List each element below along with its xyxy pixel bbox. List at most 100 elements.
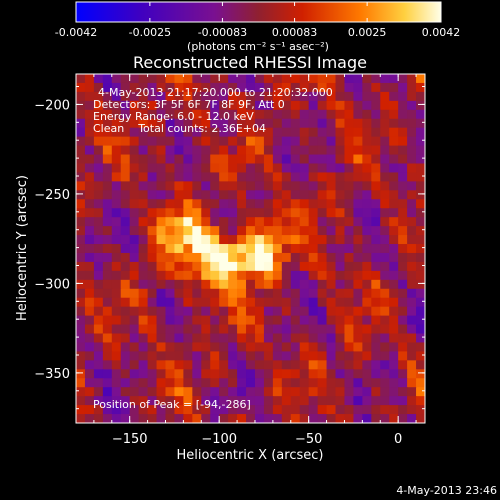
heatmap-cell <box>156 261 167 272</box>
heatmap-cell <box>335 288 346 299</box>
heatmap-cell <box>344 109 355 120</box>
heatmap-cell <box>228 118 238 129</box>
heatmap-cell <box>237 100 247 111</box>
heatmap-cell <box>156 306 167 317</box>
heatmap-cell <box>263 396 274 406</box>
heatmap-cell <box>246 252 256 263</box>
heatmap-cell <box>76 82 86 93</box>
heatmap-cell <box>254 396 265 406</box>
heatmap-cell <box>120 109 131 120</box>
heatmap-cell <box>317 405 328 415</box>
heatmap-cell <box>76 74 86 84</box>
heatmap-cell <box>111 181 122 191</box>
heatmap-cell <box>120 279 131 290</box>
heatmap-cell <box>174 378 184 388</box>
heatmap-cell <box>237 190 247 200</box>
heatmap-cell <box>398 297 408 308</box>
heatmap-cell <box>111 118 122 129</box>
heatmap-cell <box>362 288 372 299</box>
heatmap-cell <box>254 324 265 335</box>
heatmap-cell <box>335 351 346 361</box>
heatmap-cell <box>165 109 176 120</box>
heatmap-cell <box>326 279 337 290</box>
heatmap-cell <box>120 252 131 263</box>
heatmap-cell <box>93 324 104 335</box>
heatmap-cell <box>201 315 211 326</box>
heatmap-cell <box>407 190 417 200</box>
heatmap-cell <box>326 118 337 129</box>
heatmap-cell <box>254 387 265 397</box>
x-tick-label: −50 <box>295 432 322 447</box>
heatmap-cell <box>380 270 390 281</box>
heatmap-cell <box>246 199 256 209</box>
heatmap-cell <box>165 351 176 361</box>
heatmap-cell <box>344 145 355 156</box>
heatmap-cell <box>210 163 220 174</box>
heatmap-cell <box>308 217 319 227</box>
heatmap-cell <box>228 91 238 102</box>
heatmap-cell <box>272 208 283 218</box>
heatmap-cell <box>156 405 167 415</box>
heatmap-cell <box>183 261 193 272</box>
heatmap-cell <box>228 369 238 379</box>
heatmap-cell <box>299 74 310 84</box>
heatmap-cell <box>353 91 363 102</box>
heatmap-cell <box>308 288 319 299</box>
heatmap-cell <box>290 118 301 129</box>
heatmap-cell <box>93 190 104 200</box>
heatmap-cell <box>76 324 86 335</box>
heatmap-cell <box>326 252 337 263</box>
heatmap-cell <box>299 315 310 326</box>
heatmap-cell <box>290 297 301 308</box>
heatmap-cell <box>353 109 363 120</box>
heatmap-cell <box>84 342 95 353</box>
heatmap-cell <box>246 208 256 218</box>
heatmap-cell <box>272 199 283 209</box>
heatmap-cell <box>237 324 247 335</box>
heatmap-cell <box>138 297 149 308</box>
heatmap-cell <box>371 405 381 415</box>
heatmap-cell <box>120 261 131 272</box>
heatmap-cell <box>102 100 113 111</box>
heatmap-cell <box>210 127 220 138</box>
heatmap-cell <box>165 136 176 147</box>
heatmap-cell <box>246 342 256 353</box>
heatmap-cell <box>183 288 193 299</box>
heatmap-cell <box>353 82 363 93</box>
heatmap-cell <box>237 118 247 129</box>
heatmap-cell <box>93 199 104 209</box>
heatmap-cell <box>76 414 86 423</box>
heatmap-cell <box>272 74 283 84</box>
heatmap-cell <box>201 118 211 129</box>
heatmap-cell <box>147 199 158 209</box>
heatmap-cell <box>219 127 229 138</box>
heatmap-cell <box>362 315 372 326</box>
heatmap-cell <box>102 91 113 102</box>
heatmap-cell <box>362 190 372 200</box>
heatmap-cell <box>335 333 346 344</box>
heatmap-cell <box>389 378 399 388</box>
heatmap-cell <box>129 181 140 191</box>
heatmap-cell <box>299 217 310 227</box>
heatmap-cell <box>380 235 390 245</box>
heatmap-cell <box>335 181 346 191</box>
heatmap-cell <box>407 181 417 191</box>
heatmap-cell <box>219 333 229 344</box>
heatmap-cell <box>407 306 417 317</box>
heatmap-cell <box>201 261 211 272</box>
heatmap-cell <box>174 252 184 263</box>
heatmap-cell <box>407 217 417 227</box>
heatmap-cell <box>263 190 274 200</box>
heatmap-cell <box>93 118 104 129</box>
heatmap-cell <box>407 226 417 236</box>
heatmap-cell <box>120 351 131 361</box>
heatmap-cell <box>228 279 238 290</box>
heatmap-cell <box>219 154 229 165</box>
heatmap-cell <box>147 306 158 317</box>
heatmap-cell <box>201 199 211 209</box>
heatmap-cell <box>219 199 229 209</box>
heatmap-cell <box>380 199 390 209</box>
heatmap-cell <box>389 181 399 191</box>
heatmap-cell <box>120 118 131 129</box>
heatmap-cell <box>138 235 149 245</box>
